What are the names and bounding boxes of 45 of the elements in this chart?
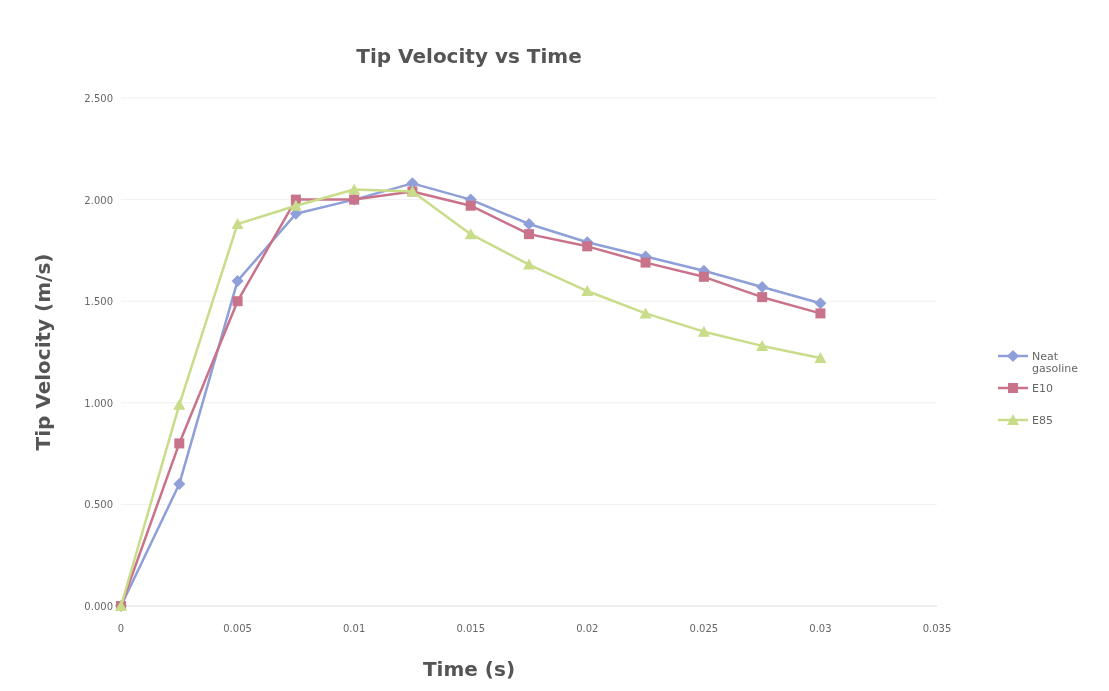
point <box>173 478 186 491</box>
point <box>698 271 709 282</box>
point <box>232 296 243 307</box>
x-tick-label: 0.005 <box>223 623 252 634</box>
point <box>640 257 651 268</box>
y-tick-label: 2.500 <box>84 93 113 104</box>
point <box>231 217 244 229</box>
x-tick-label: 0.025 <box>689 623 719 634</box>
point <box>465 200 476 211</box>
point <box>523 217 535 230</box>
y-axis-title: Tip Velocity (m/s) <box>31 253 55 451</box>
point <box>173 398 186 410</box>
legend-label: E85 <box>1032 414 1053 427</box>
point <box>289 199 302 211</box>
point <box>639 307 652 319</box>
y-tick-label: 1.500 <box>84 296 113 308</box>
x-tick-label: 0.015 <box>456 623 486 634</box>
y-tick-label: 2.000 <box>84 194 113 206</box>
point <box>814 297 827 310</box>
point <box>582 241 593 252</box>
x-tick-label: 0.02 <box>576 623 599 634</box>
point <box>757 292 768 303</box>
legend-label: Neat gasoline <box>1032 350 1079 375</box>
x-tick-label: 0.03 <box>809 623 832 634</box>
point <box>756 280 769 293</box>
point <box>464 228 477 240</box>
point <box>756 339 769 351</box>
legend-label: E10 <box>1032 382 1053 395</box>
point <box>581 285 594 297</box>
y-tick-label: 0.500 <box>84 499 113 511</box>
point <box>174 438 185 449</box>
y-tick-label: 0.000 <box>84 601 113 612</box>
x-tick-label: 0.035 <box>922 623 952 634</box>
y-tick-label: 1.000 <box>84 397 113 409</box>
point <box>814 352 827 364</box>
point <box>815 308 826 319</box>
x-tick-label: 0 <box>117 623 125 634</box>
point <box>697 325 710 337</box>
point <box>348 183 361 195</box>
x-tick-label: 0.01 <box>343 623 366 634</box>
point <box>231 274 244 287</box>
point <box>524 229 534 240</box>
x-axis-title: Time (s) <box>422 657 516 681</box>
point <box>523 258 535 270</box>
chart-title: Tip Velocity vs Time <box>356 44 582 68</box>
